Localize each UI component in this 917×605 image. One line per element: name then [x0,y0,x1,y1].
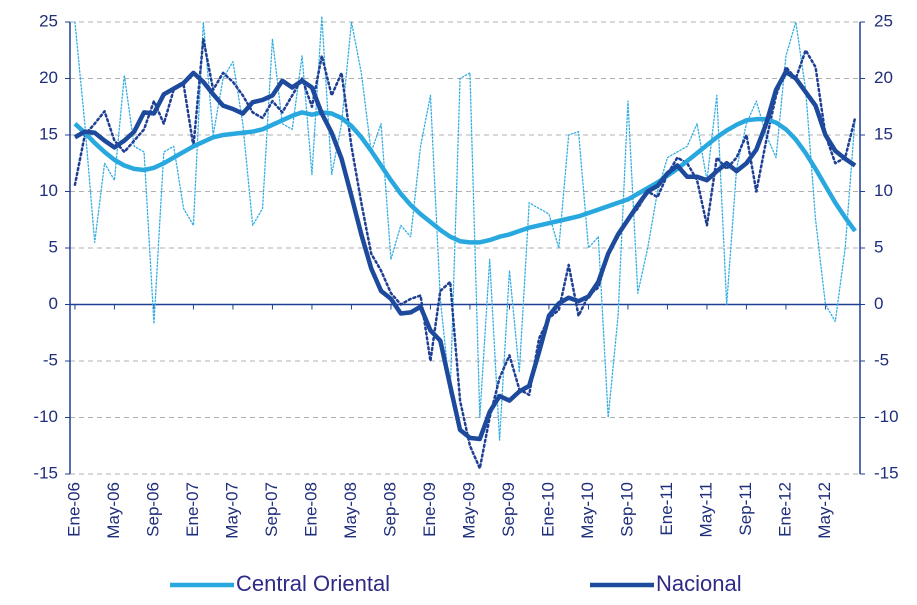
y-tick-label: 0 [49,294,58,313]
x-tick-label: Ene-12 [775,482,794,537]
x-tick-label: May-08 [341,482,360,539]
y-tick-label: -15 [33,463,58,482]
y-tick-label: 25 [39,11,58,30]
y-tick-label: -5 [43,350,58,369]
y-tick-label: 5 [49,237,58,256]
y-tick-label: -10 [33,407,58,426]
y2-tick-label: -5 [874,350,889,369]
legend-label: Nacional [656,571,742,596]
x-tick-label: Sep-10 [617,482,636,537]
dotted-line [73,37,857,470]
y2-tick-label: -10 [874,407,899,426]
x-tick-label: Sep-09 [499,482,518,537]
y-tick-label: 10 [39,181,58,200]
x-tick-label: May-07 [222,482,241,539]
y-tick-label: 20 [39,68,58,87]
x-tick-label: Ene-07 [183,482,202,537]
y-tick-label: 15 [39,124,58,143]
line [73,69,857,442]
y2-tick-label: 10 [874,181,893,200]
x-tick-label: Ene-08 [301,482,320,537]
line [73,110,857,245]
x-tick-label: Sep-08 [380,482,399,537]
x-tick-label: May-12 [815,482,834,539]
x-tick-label: Ene-09 [420,482,439,537]
y2-tick-label: 5 [874,237,883,256]
x-tick-label: Ene-11 [657,482,676,536]
x-tick-label: Sep-11 [736,482,755,536]
dotted-line [74,15,856,441]
x-tick-label: Ene-10 [538,482,557,537]
x-tick-label: Sep-07 [262,482,281,537]
y2-tick-label: 20 [874,68,893,87]
x-tick-label: Sep-06 [143,482,162,537]
y2-tick-label: 25 [874,11,893,30]
x-tick-label: May-09 [459,482,478,539]
x-tick-label: Ene-06 [64,482,83,537]
x-tick-label: May-11 [696,482,715,537]
y2-tick-label: -15 [874,463,899,482]
legend-label: Central Oriental [236,571,390,596]
y2-tick-label: 0 [874,294,883,313]
y2-tick-label: 15 [874,124,893,143]
x-tick-label: May-06 [104,482,123,539]
x-tick-label: May-10 [578,482,597,539]
